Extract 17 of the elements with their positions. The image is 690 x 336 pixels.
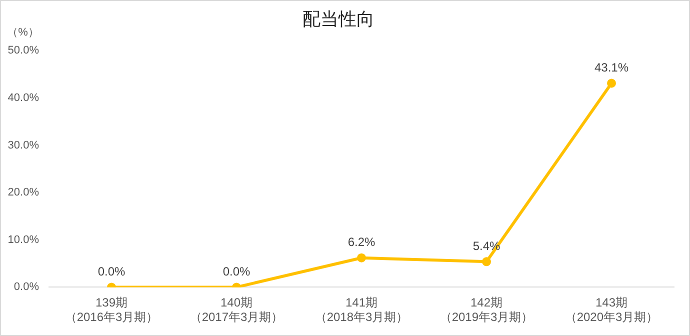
y-axis-title: （%） (7, 26, 39, 39)
x-tick-label: 143期（2020年3月期） (564, 296, 658, 324)
data-label: 43.1% (594, 60, 629, 75)
x-tick-label: 139期（2016年3月期） (64, 296, 158, 324)
data-label: 0.0% (222, 264, 250, 279)
y-tick-label: 0.0% (14, 281, 40, 294)
chart-title: 配当性向 (302, 8, 374, 29)
x-tick-label: 142期（2019年3月期） (440, 296, 534, 324)
x-tick-label: 141期（2018年3月期） (314, 296, 408, 324)
y-tick-label: 10.0% (8, 234, 40, 246)
y-tick-label: 30.0% (8, 139, 40, 152)
data-label: 6.2% (348, 235, 376, 250)
x-tick-label: 140期（2017年3月期） (190, 296, 284, 324)
y-tick-label: 20.0% (8, 186, 40, 199)
y-tick-label: 50.0% (8, 44, 40, 57)
data-label: 0.0% (98, 264, 126, 279)
y-tick-label: 40.0% (8, 92, 40, 104)
